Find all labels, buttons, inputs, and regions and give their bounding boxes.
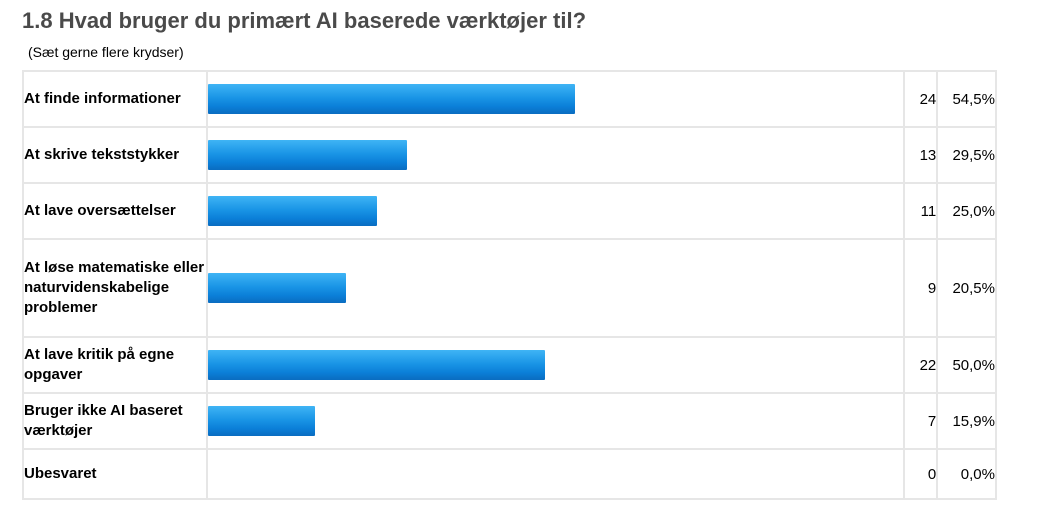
table-row: At lave kritik på egne opgaver 22 50,0% [21,336,997,394]
question-subtitle: (Sæt gerne flere krydser) [28,44,184,60]
row-count: 22 [902,336,939,394]
row-percent: 25,0% [936,182,997,240]
row-count: 11 [902,182,939,240]
row-count: 24 [902,70,939,128]
row-percent: 54,5% [936,70,997,128]
bar [208,140,408,170]
row-percent: 29,5% [936,126,997,184]
bar-cell [206,392,905,450]
table-row: At lave oversættelser 11 25,0% [21,182,997,240]
row-label: At skrive tekststykker [21,126,209,184]
bar-cell [206,238,905,338]
row-percent: 20,5% [936,238,997,338]
row-label: At finde informationer [21,70,209,128]
row-label: At lave kritik på egne opgaver [21,336,209,394]
bar [208,406,316,436]
bar [208,84,576,114]
table-row: Ubesvaret 0 0,0% [21,448,997,500]
row-percent: 0,0% [936,448,997,500]
bar-cell [206,336,905,394]
row-count: 9 [902,238,939,338]
table-row: At løse matematiske eller naturvidenskab… [21,238,997,338]
row-label: Bruger ikke AI baseret værktøjer [21,392,209,450]
results-table: At finde informationer 24 54,5% At skrive t… [21,70,997,500]
question-title: 1.8 Hvad bruger du primært AI baserede v… [22,8,587,33]
bar-cell [206,126,905,184]
table-row: Bruger ikke AI baseret værktøjer 7 15,9% [21,392,997,450]
row-label: At løse matematiske eller naturvidenskab… [21,238,209,338]
bar-cell [206,70,905,128]
bar [208,350,546,380]
row-count: 13 [902,126,939,184]
bar [208,196,378,226]
bar [208,273,347,303]
table-row: At finde informationer 24 54,5% [21,70,997,128]
table-row: At skrive tekststykker 13 29,5% [21,126,997,184]
row-percent: 15,9% [936,392,997,450]
row-percent: 50,0% [936,336,997,394]
row-count: 7 [902,392,939,450]
row-label: At lave oversættelser [21,182,209,240]
row-label: Ubesvaret [21,448,209,500]
bar-cell [206,448,905,500]
row-count: 0 [902,448,939,500]
bar-cell [206,182,905,240]
